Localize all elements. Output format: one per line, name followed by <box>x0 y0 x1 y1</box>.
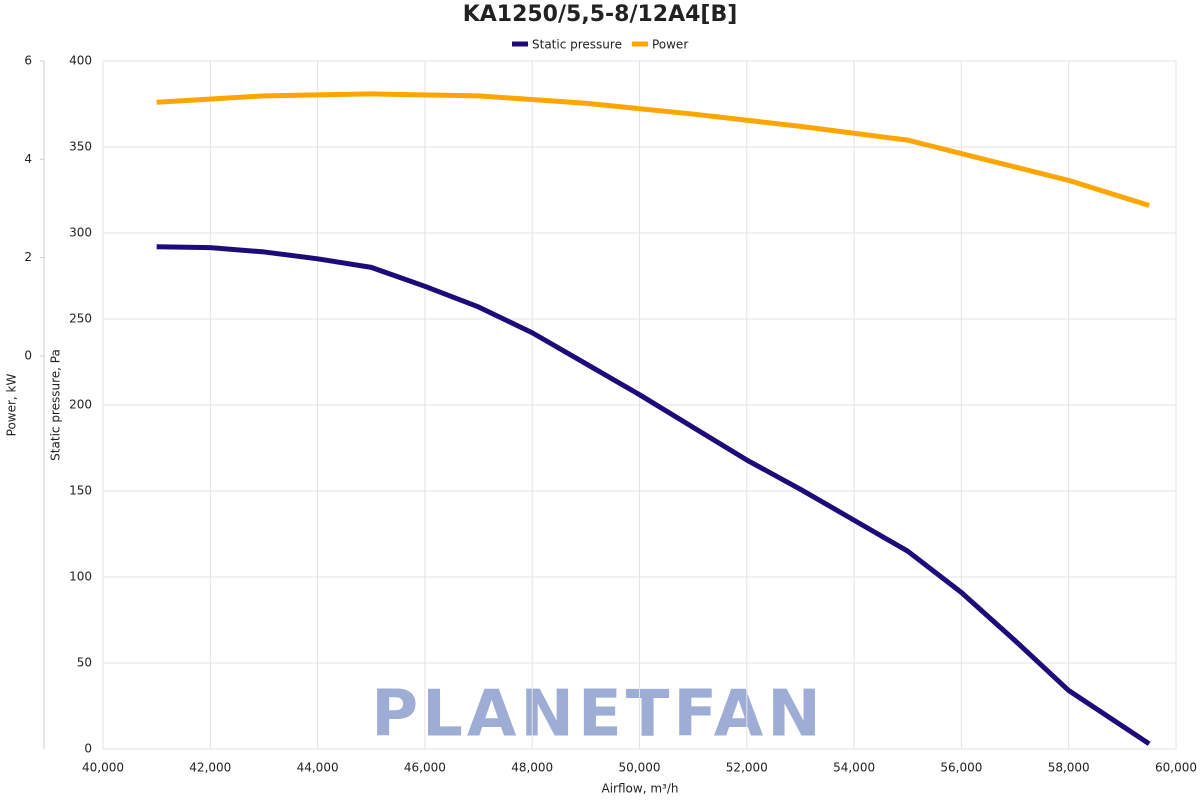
x-axis-label: Airflow, m³/h <box>602 782 679 796</box>
x-tick-label: 50,000 <box>619 761 661 775</box>
y2-tick-label: 4 <box>24 152 32 166</box>
x-tick-label: 60,000 <box>1155 761 1197 775</box>
x-tick-label: 58,000 <box>1048 761 1090 775</box>
y-tick-label: 0 <box>84 742 92 756</box>
chart-title: KA1250/5,5-8/12A4[B] <box>463 2 738 27</box>
x-tick-label: 56,000 <box>940 761 982 775</box>
y-axis-label: Static pressure, Pa <box>49 349 63 461</box>
y-tick-label: 150 <box>69 484 92 498</box>
y-tick-label: 300 <box>69 226 92 240</box>
y-tick-label: 200 <box>69 398 92 412</box>
y-tick-label: 100 <box>69 570 92 584</box>
y-tick-label: 250 <box>69 312 92 326</box>
legend-label: Power <box>652 38 688 52</box>
series-line <box>156 91 1150 208</box>
y2-tick-label: 0 <box>24 348 32 362</box>
y2-axis-label: Power, kW <box>5 374 19 437</box>
legend-label: Static pressure <box>532 38 622 52</box>
x-tick-label: 46,000 <box>404 761 446 775</box>
x-tick-label: 40,000 <box>82 761 124 775</box>
x-tick-label: 44,000 <box>297 761 339 775</box>
x-tick-label: 42,000 <box>189 761 231 775</box>
y-tick-label: 350 <box>69 140 92 154</box>
watermark: PLANETFAN <box>371 678 825 752</box>
series-line <box>156 244 1151 746</box>
y-tick-label: 50 <box>77 656 92 670</box>
y-tick-label: 400 <box>69 54 92 68</box>
y2-tick-label: 2 <box>24 250 32 264</box>
x-tick-label: 48,000 <box>511 761 553 775</box>
x-tick-label: 52,000 <box>726 761 768 775</box>
y2-tick-label: 6 <box>24 54 32 68</box>
x-tick-label: 54,000 <box>833 761 875 775</box>
